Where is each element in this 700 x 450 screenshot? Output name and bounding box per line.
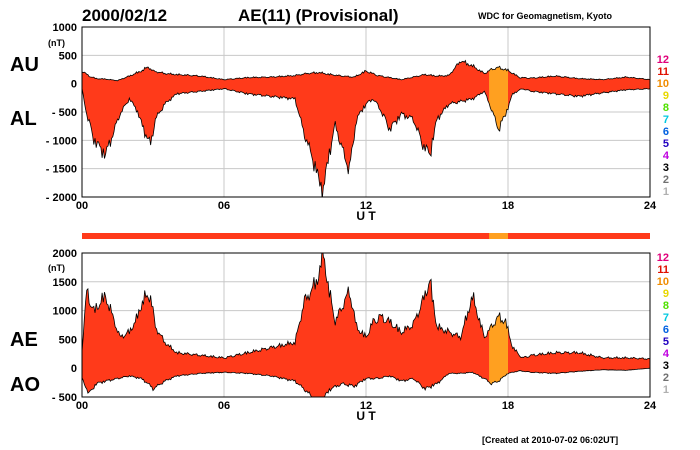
legend-entry: 11	[657, 264, 669, 276]
legend-entry: 9	[663, 90, 669, 102]
legend-entry: 11	[657, 66, 669, 78]
x-tick-label: 06	[218, 200, 230, 212]
panel2-x-ticks: 00 06 12 18 24	[76, 400, 657, 412]
legend-entry: 12	[657, 252, 669, 264]
y-tick-label: - 2000	[46, 192, 77, 204]
au-label: AU	[10, 54, 39, 76]
index-area-highlight	[489, 312, 509, 385]
y-tick-label: - 1000	[46, 135, 77, 147]
ao-label: AO	[10, 374, 40, 396]
legend-entry: 1	[663, 186, 669, 198]
legend-entry: 6	[663, 126, 669, 138]
legend-entry: 5	[663, 138, 669, 150]
data-source: WDC for Geomagnetism, Kyoto	[478, 11, 613, 21]
series-upper-line	[82, 59, 650, 82]
y-tick-label: 500	[59, 334, 77, 346]
legend-entry: 2	[663, 174, 669, 186]
x-tick-label: 00	[76, 400, 88, 412]
plot-title: AE(11) (Provisional)	[238, 6, 399, 25]
x-tick-label: 24	[644, 400, 657, 412]
legend-entry: 8	[663, 102, 669, 114]
legend-entry: 8	[663, 300, 669, 312]
series-lower-line	[82, 367, 650, 397]
y-tick-label: 1000	[53, 22, 77, 34]
series-lower-line	[82, 88, 650, 197]
legend-entry: 2	[663, 372, 669, 384]
y-tick-label: 0	[71, 363, 77, 375]
y-tick-label: 0	[71, 79, 77, 91]
y-tick-label: 1000	[53, 306, 77, 318]
panel2-area	[82, 253, 650, 397]
al-label: AL	[10, 108, 37, 130]
panel2-x-axis-label: U T	[356, 409, 376, 423]
panel1-unit: (nT)	[48, 38, 65, 48]
created-timestamp: [Created at 2010-07-02 06:02UT]	[482, 435, 618, 445]
y-tick-label: - 500	[52, 392, 77, 404]
x-tick-label: 24	[644, 200, 657, 212]
legend-entry: 7	[663, 312, 669, 324]
x-tick-label: 18	[502, 400, 514, 412]
legend-entry: 6	[663, 324, 669, 336]
x-tick-label: 06	[218, 400, 230, 412]
index-area-highlight	[489, 66, 509, 131]
x-tick-label: 12	[360, 200, 372, 212]
legend-entry: 5	[663, 336, 669, 348]
panel1-frame	[81, 26, 651, 198]
legend-entry: 4	[663, 348, 670, 360]
legend-entry: 10	[657, 78, 669, 90]
panel1-grid	[81, 26, 651, 198]
x-tick-label: 12	[360, 400, 372, 412]
ae-label: AE	[10, 329, 38, 351]
plot-date: 2000/02/12	[82, 6, 167, 25]
y-tick-label: 2000	[53, 248, 77, 260]
panel1-x-ticks: 00 06 12 18 24	[76, 200, 657, 212]
panel1-area	[82, 59, 650, 197]
quality-bar-highlight	[489, 233, 508, 239]
y-tick-label: 1500	[53, 277, 77, 289]
panel2-y-ticks: 2000 1500 1000 500 0 - 500	[52, 248, 77, 404]
legend-entry: 3	[663, 360, 669, 372]
legend-entry: 12	[657, 54, 669, 66]
x-tick-label: 18	[502, 200, 514, 212]
legend-entry: 3	[663, 162, 669, 174]
panel1-x-axis-label: U T	[356, 209, 376, 223]
y-tick-label: 500	[59, 50, 77, 62]
legend-entry: 7	[663, 114, 669, 126]
y-tick-label: - 1500	[46, 164, 77, 176]
panel2-frame	[81, 252, 651, 398]
x-tick-label: 00	[76, 200, 88, 212]
legend-entry: 1	[663, 384, 669, 396]
series-upper-line	[82, 253, 650, 360]
legend-entry: 4	[663, 150, 670, 162]
legend-entry: 10	[657, 276, 669, 288]
legend-entry: 9	[663, 288, 669, 300]
panel2-unit: (nT)	[48, 263, 65, 273]
y-tick-label: - 500	[52, 107, 77, 119]
panel1-y-ticks: 1000 500 0 - 500 - 1000 - 1500 - 2000	[46, 22, 77, 204]
quality-bar	[82, 233, 650, 239]
